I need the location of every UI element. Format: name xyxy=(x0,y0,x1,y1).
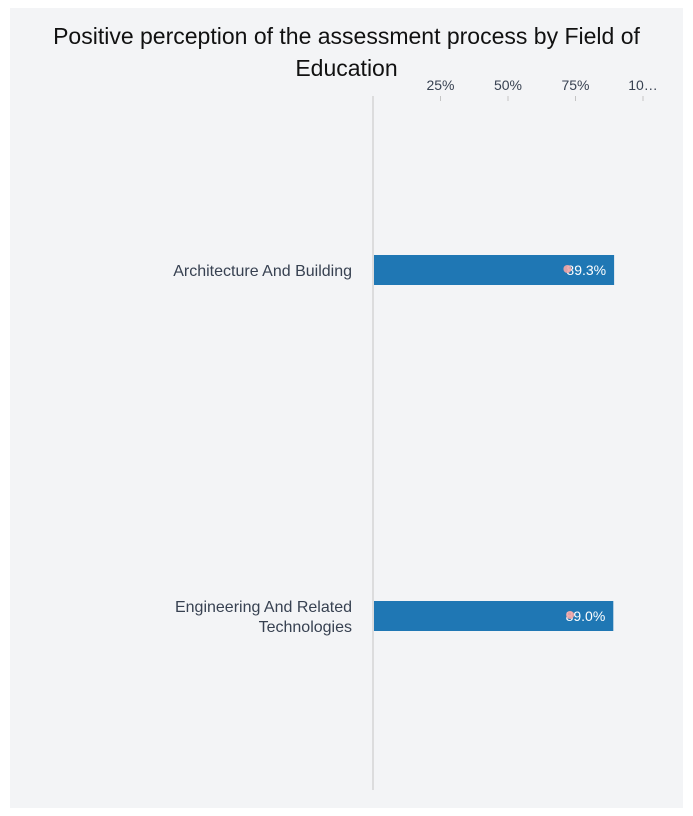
x-tick-label: 50% xyxy=(494,77,522,93)
x-tick-label: 25% xyxy=(426,77,454,93)
category-label: Engineering And Related Technologies xyxy=(175,599,352,636)
marker-dot[interactable] xyxy=(566,611,575,619)
chart-panel xyxy=(10,8,683,808)
chart-title: Positive perception of the assessment pr… xyxy=(53,23,640,81)
x-tick-label: 10… xyxy=(628,77,658,93)
bar[interactable] xyxy=(374,255,615,285)
x-tick-label: 75% xyxy=(561,77,589,93)
value-label: 89.3% xyxy=(566,262,606,278)
marker-dot[interactable] xyxy=(563,265,572,273)
value-label: 89.0% xyxy=(566,608,606,624)
category-label: Architecture And Building xyxy=(173,263,352,280)
